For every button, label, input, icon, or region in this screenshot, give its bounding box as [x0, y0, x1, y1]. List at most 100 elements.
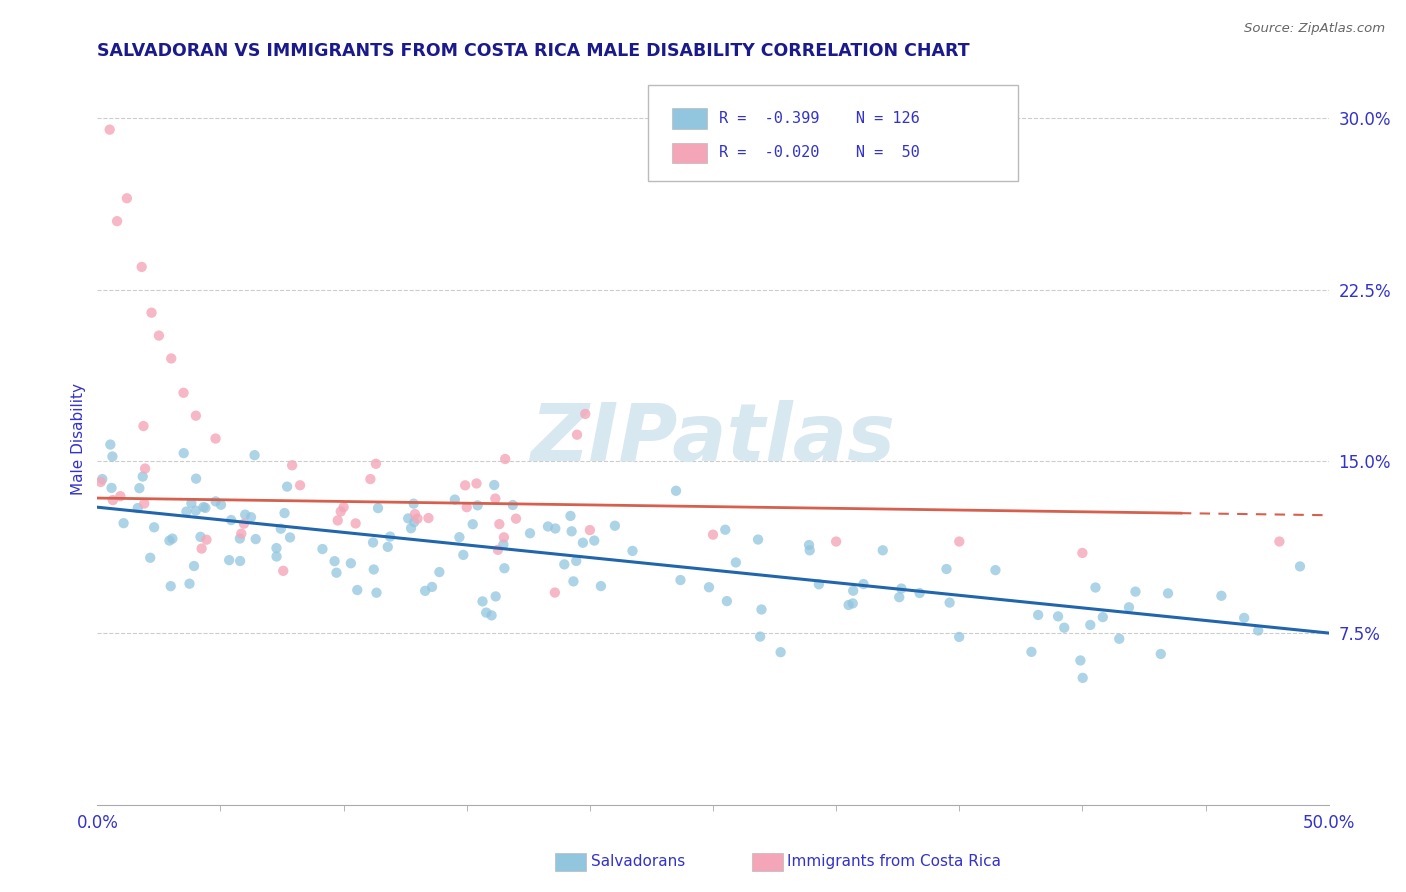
FancyBboxPatch shape: [672, 108, 707, 128]
Point: [233, 508, 256, 522]
Point: [326, 513, 349, 527]
Point: [184, 472, 207, 486]
Point: [716, 594, 738, 608]
Point: [323, 554, 346, 568]
Point: [505, 511, 527, 525]
Point: [769, 645, 792, 659]
Point: [1125, 584, 1147, 599]
Point: [229, 532, 252, 546]
Point: [332, 500, 354, 515]
Point: [173, 446, 195, 460]
Point: [132, 469, 155, 483]
Point: [494, 561, 516, 575]
Point: [179, 576, 201, 591]
Point: [484, 478, 506, 492]
Point: [184, 503, 207, 517]
Point: [396, 511, 419, 525]
Point: [747, 533, 769, 547]
Point: [1071, 671, 1094, 685]
Point: [105, 214, 128, 228]
Point: [176, 504, 198, 518]
Point: [562, 574, 585, 589]
Point: [1157, 586, 1180, 600]
Point: [948, 534, 970, 549]
Point: [825, 534, 848, 549]
Point: [669, 573, 692, 587]
Point: [889, 591, 911, 605]
Point: [502, 498, 524, 512]
Point: [1069, 653, 1091, 667]
Point: [209, 498, 232, 512]
Point: [560, 508, 582, 523]
Point: [751, 602, 773, 616]
Point: [486, 542, 509, 557]
Point: [399, 521, 422, 535]
Point: [148, 328, 170, 343]
Point: [134, 461, 156, 475]
Point: [180, 496, 202, 510]
Point: [449, 530, 471, 544]
Point: [100, 481, 122, 495]
Text: ZIPatlas: ZIPatlas: [530, 400, 896, 477]
Point: [724, 556, 747, 570]
Point: [872, 543, 894, 558]
Point: [363, 562, 385, 576]
Point: [115, 191, 138, 205]
Point: [418, 511, 440, 525]
Point: [183, 559, 205, 574]
Point: [579, 523, 602, 537]
Point: [402, 497, 425, 511]
Text: R =  -0.399    N = 126: R = -0.399 N = 126: [718, 112, 920, 126]
Point: [1053, 621, 1076, 635]
Point: [890, 582, 912, 596]
Point: [938, 596, 960, 610]
Point: [204, 494, 226, 508]
Point: [270, 522, 292, 536]
Text: Immigrants from Costa Rica: Immigrants from Costa Rica: [787, 855, 1001, 869]
Point: [461, 517, 484, 532]
Point: [132, 419, 155, 434]
Point: [537, 519, 560, 533]
Point: [98, 437, 121, 451]
Point: [488, 517, 510, 532]
Point: [219, 513, 242, 527]
Point: [288, 478, 311, 492]
Point: [128, 481, 150, 495]
Point: [377, 540, 399, 554]
Point: [621, 544, 644, 558]
Point: [948, 630, 970, 644]
Point: [1268, 534, 1291, 549]
Point: [456, 500, 478, 515]
Point: [714, 523, 737, 537]
Text: R =  -0.020    N =  50: R = -0.020 N = 50: [718, 145, 920, 161]
Point: [141, 306, 163, 320]
Point: [278, 531, 301, 545]
Point: [195, 533, 218, 547]
Point: [229, 554, 252, 568]
Point: [204, 432, 226, 446]
Y-axis label: Male Disability: Male Disability: [72, 383, 86, 494]
Point: [484, 491, 506, 506]
Point: [364, 457, 387, 471]
Point: [665, 483, 688, 498]
Point: [281, 458, 304, 473]
Point: [565, 427, 588, 442]
Point: [159, 579, 181, 593]
Point: [359, 472, 381, 486]
Point: [127, 501, 149, 516]
Point: [492, 530, 515, 544]
FancyBboxPatch shape: [672, 143, 707, 163]
Point: [266, 541, 288, 555]
Point: [245, 532, 267, 546]
Point: [492, 537, 515, 551]
Point: [406, 511, 429, 525]
Point: [984, 563, 1007, 577]
Point: [454, 478, 477, 492]
Point: [467, 499, 489, 513]
Point: [1091, 610, 1114, 624]
Point: [1150, 647, 1173, 661]
Point: [143, 520, 166, 534]
Point: [475, 606, 498, 620]
Point: [344, 516, 367, 531]
Point: [561, 524, 583, 539]
